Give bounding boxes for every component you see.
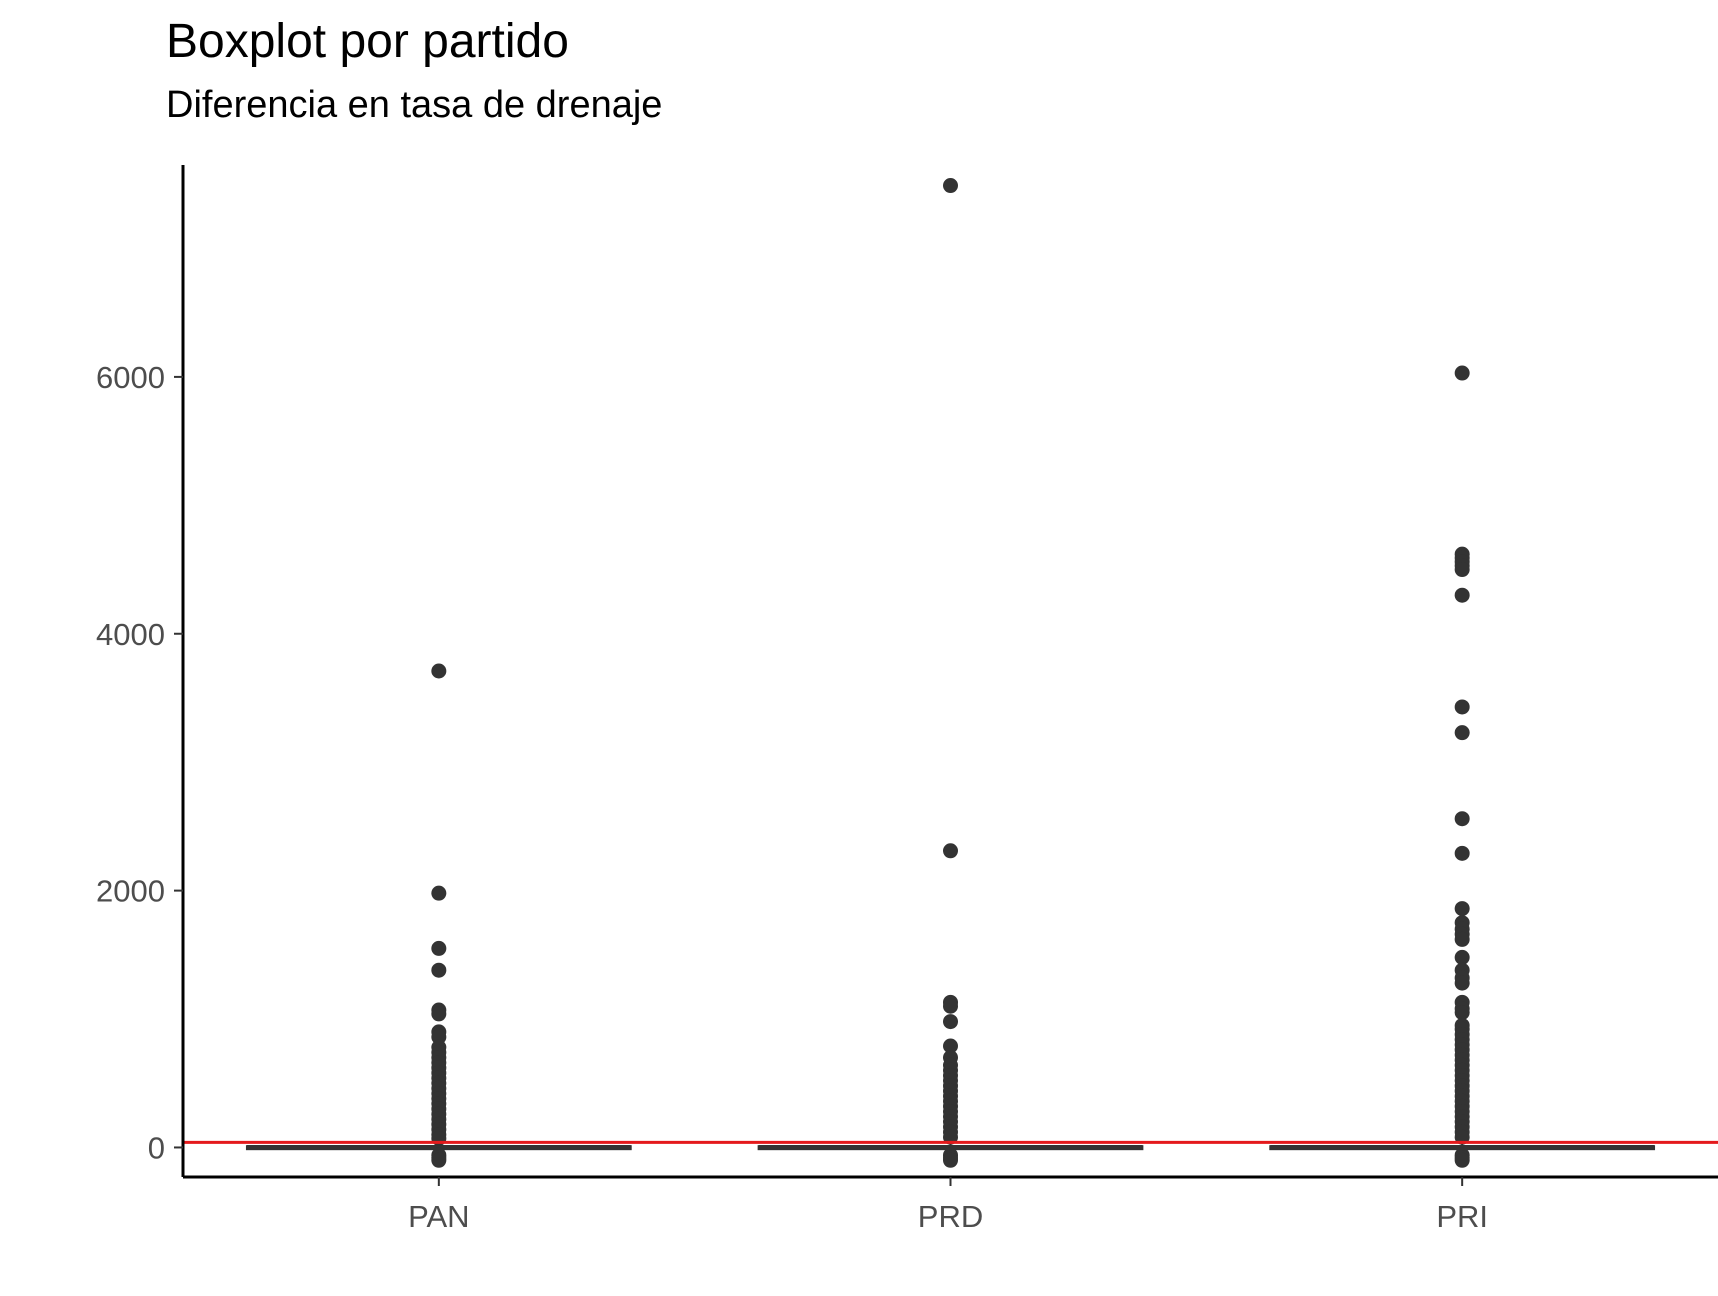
outlier-point [431,885,447,901]
y-tick-label: 6000 [96,360,165,395]
box-prd [757,178,1144,1168]
outlier-point [943,998,958,1014]
outlier-point [943,1152,958,1168]
outlier-point [1454,562,1470,578]
outlier-point [1454,1005,1470,1021]
outlier-point [1454,845,1470,861]
boxes-layer [245,178,1656,1168]
outlier-point [943,843,958,859]
outlier-point [431,962,447,978]
outlier-point [1454,931,1470,947]
outlier-point [1454,365,1470,381]
outlier-point [1454,901,1470,917]
y-tick-label: 4000 [96,617,165,652]
outlier-point [431,663,447,679]
x-tick-label: PAN [408,1199,469,1234]
box-pan [245,663,632,1168]
outlier-point [943,1014,958,1030]
x-tick-label: PRD [918,1199,983,1234]
outlier-point [1454,699,1470,715]
chart-subtitle: Diferencia en tasa de drenaje [166,84,663,126]
outlier-point [1454,811,1470,827]
outlier-point [1454,949,1470,965]
box-pri [1269,365,1656,1168]
outlier-point [1454,975,1470,991]
outlier-point [943,178,958,194]
outlier-point [1454,725,1470,741]
outlier-point [431,1006,447,1022]
outlier-point [1454,587,1470,603]
y-tick-label: 0 [148,1130,165,1165]
y-tick-label: 2000 [96,874,165,909]
outlier-point [431,1152,447,1168]
outlier-point [943,1038,958,1054]
outlier-point [1454,1152,1470,1168]
axes-layer: 0 2000 4000 6000 PAN PRD PRI [96,165,1718,1234]
outlier-point [431,1029,447,1045]
outlier-point [431,940,447,956]
chart-title: Boxplot por partido [166,15,569,68]
x-tick-label: PRI [1436,1199,1488,1234]
